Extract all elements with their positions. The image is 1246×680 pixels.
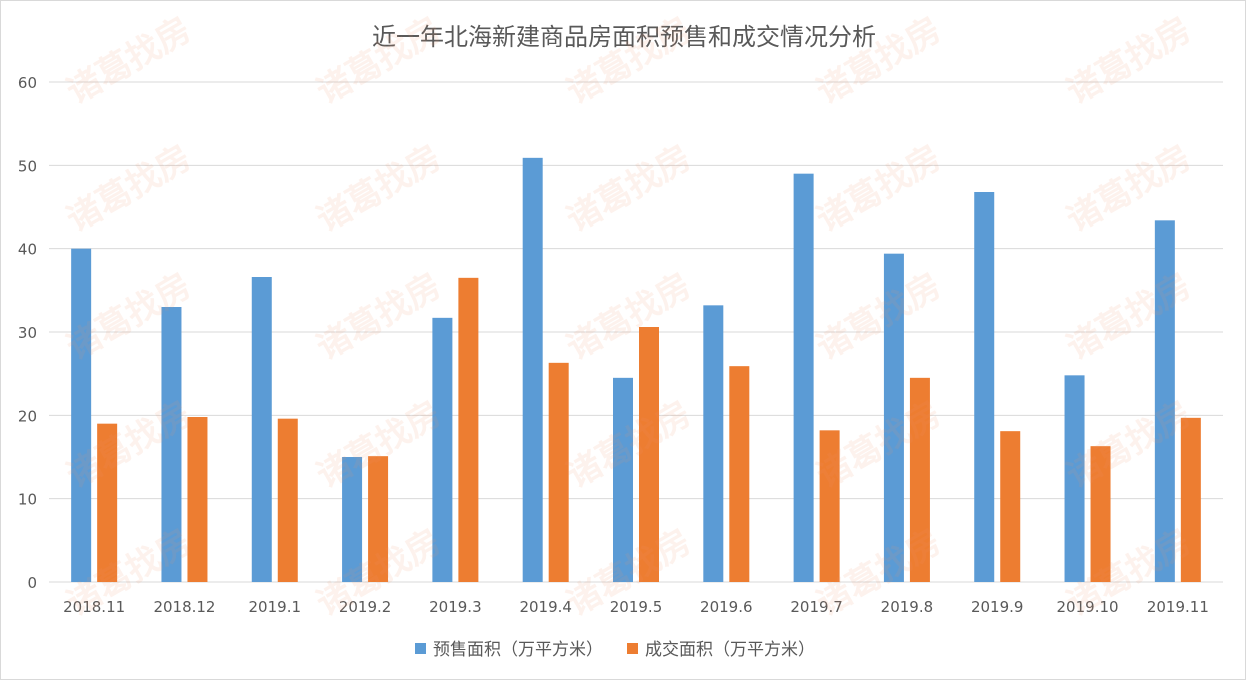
x-tick-label: 2018.12 [153, 598, 215, 616]
bar-presale-2019.4 [522, 157, 543, 583]
x-tick-label: 2019.7 [790, 598, 843, 616]
bar-presale-2019.2 [342, 457, 363, 582]
bar-presale-2019.5 [613, 377, 633, 582]
legend-label: 成交面积（万平方米） [645, 640, 815, 660]
bar-deal-2018.12 [187, 417, 208, 582]
y-tick-label: 60 [18, 74, 37, 92]
bar-deal-2019.5 [639, 327, 659, 582]
y-tick-label: 20 [18, 407, 37, 425]
legend-swatch [415, 643, 426, 654]
bar-deal-2019.11 [1180, 417, 1201, 582]
x-tick-label: 2019.3 [429, 598, 482, 616]
bar-deal-2019.7 [819, 430, 840, 582]
y-tick-label: 50 [18, 157, 37, 175]
x-tick-label: 2019.9 [971, 598, 1024, 616]
bar-presale-2019.8 [883, 253, 904, 582]
x-tick-label: 2019.5 [610, 598, 663, 616]
bar-presale-2018.11 [71, 248, 92, 582]
bar-deal-2019.3 [458, 277, 479, 582]
y-tick-label: 0 [27, 574, 37, 592]
chart-title: 近一年北海新建商品房面积预售和成交情况分析 [372, 23, 876, 51]
x-tick-label: 2018.11 [63, 598, 125, 616]
y-tick-label: 30 [18, 324, 37, 342]
bar-deal-2019.6 [729, 366, 750, 582]
x-tick-label: 2019.4 [519, 598, 572, 616]
x-tick-label: 2019.6 [700, 598, 753, 616]
legend-swatch [627, 643, 638, 654]
bar-presale-2019.9 [974, 192, 995, 582]
x-tick-label: 2019.8 [881, 598, 934, 616]
bar-deal-2019.2 [368, 456, 389, 582]
bar-deal-2019.9 [1000, 431, 1021, 582]
bar-presale-2018.12 [161, 307, 182, 582]
bar-presale-2019.10 [1064, 375, 1085, 582]
bar-presale-2019.1 [251, 277, 272, 582]
bar-deal-2019.8 [909, 377, 930, 582]
bar-presale-2019.7 [793, 173, 814, 582]
x-tick-label: 2019.10 [1057, 598, 1119, 616]
x-tick-label: 2019.1 [249, 598, 302, 616]
y-tick-label: 10 [18, 491, 37, 509]
legend-label: 预售面积（万平方米） [433, 640, 603, 660]
bar-deal-2019.4 [548, 362, 569, 582]
bar-presale-2019.11 [1154, 220, 1175, 583]
bar-deal-2019.1 [277, 418, 298, 582]
x-tick-label: 2019.2 [339, 598, 392, 616]
y-tick-label: 40 [18, 241, 37, 259]
bar-presale-2019.3 [432, 317, 453, 582]
x-tick-label: 2019.11 [1147, 598, 1209, 616]
bar-deal-2019.10 [1090, 446, 1111, 582]
bar-presale-2019.6 [703, 305, 724, 582]
bar-deal-2018.11 [97, 423, 118, 582]
